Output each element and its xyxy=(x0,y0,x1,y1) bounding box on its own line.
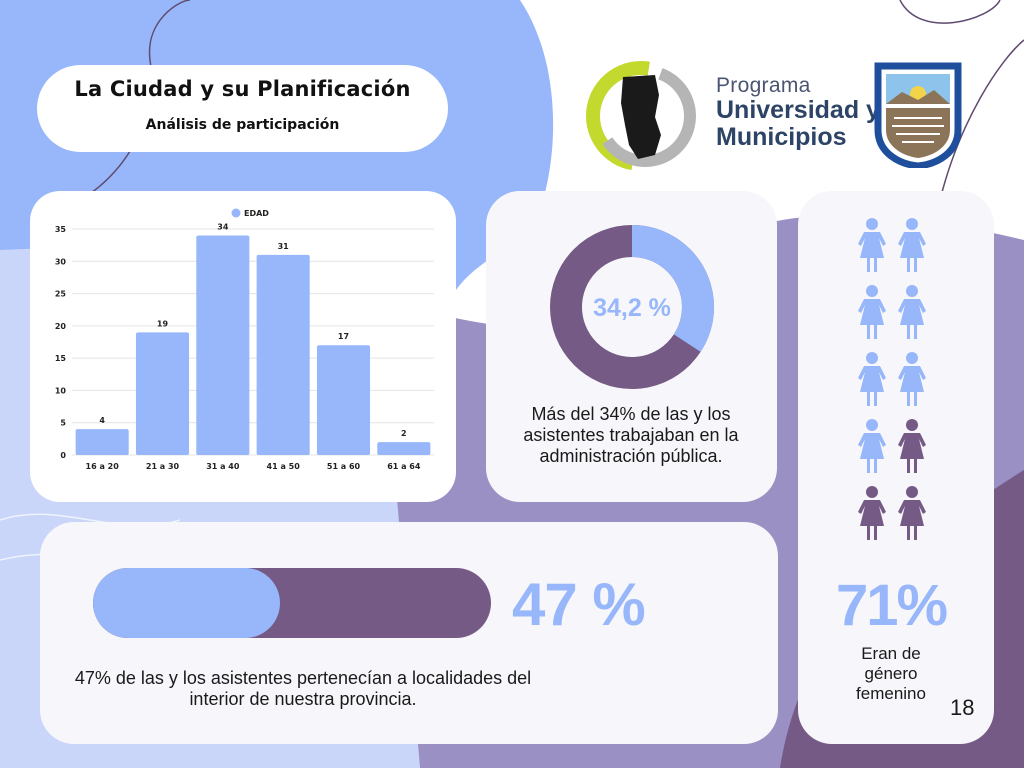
program-logo-icon xyxy=(586,61,696,171)
bar xyxy=(196,235,250,455)
chart-bars: 4 16 a 20 19 21 a 30 34 31 a 40 31 41 a 50 17 51 … xyxy=(75,222,431,471)
legend-label: EDAD xyxy=(244,209,269,218)
page-number: 18 xyxy=(950,695,975,720)
woman-icon xyxy=(898,218,926,272)
woman-icon xyxy=(898,419,926,473)
page-subtitle: Análisis de participación xyxy=(145,117,340,133)
donut-value-arc xyxy=(550,225,714,389)
bar xyxy=(256,254,310,455)
progress-percentage: 47 % xyxy=(512,571,646,638)
bar xyxy=(135,332,190,455)
progress-bar-track xyxy=(93,568,491,638)
x-tick-label: 21 a 30 xyxy=(146,462,180,471)
bar-value-label: 2 xyxy=(401,429,407,438)
y-tick-label: 15 xyxy=(55,354,67,363)
donut-value-label: 34,2 % xyxy=(593,294,671,322)
title-card: La Ciudad y su Planificación Análisis de… xyxy=(37,65,448,152)
x-tick-label: 41 a 50 xyxy=(267,462,301,471)
woman-icon xyxy=(898,285,926,339)
women-card xyxy=(798,191,994,744)
logo-line-2: Universidad y xyxy=(716,96,880,124)
woman-icon xyxy=(858,419,886,473)
donut-chart: 34,2 % xyxy=(550,225,714,389)
logo-line-3: Municipios xyxy=(716,123,847,151)
x-tick-label: 61 a 64 xyxy=(387,462,421,471)
x-tick-label: 16 a 20 xyxy=(86,462,120,471)
woman-icon xyxy=(898,486,926,540)
bar-value-label: 34 xyxy=(217,222,229,231)
woman-icon xyxy=(858,352,886,406)
bar xyxy=(377,442,431,455)
logo-line-1: Programa xyxy=(716,74,811,97)
y-tick-label: 25 xyxy=(55,290,67,299)
progress-description: 47% de las y los asistentes pertenecían … xyxy=(74,668,532,709)
bar-value-label: 31 xyxy=(278,242,290,251)
x-tick-label: 31 a 40 xyxy=(206,462,240,471)
woman-icon xyxy=(898,352,926,406)
woman-icon xyxy=(858,486,886,540)
university-shield-icon xyxy=(874,62,962,168)
x-tick-label: 51 a 60 xyxy=(327,462,361,471)
y-tick-label: 20 xyxy=(55,322,67,331)
women-description: Eran de género femenino xyxy=(856,644,926,703)
bar xyxy=(316,345,371,455)
y-tick-label: 35 xyxy=(55,225,67,234)
y-tick-label: 30 xyxy=(55,257,67,266)
page-title: La Ciudad y su Planificación xyxy=(74,77,411,101)
age-bar-chart: 0 5 10 15 20 25 30 35 4 16 a 20 19 21 a 30 34 31 a 4… xyxy=(55,208,434,471)
y-tick-label: 0 xyxy=(60,451,66,460)
donut-description: Más del 34% de las y los asistentes trab… xyxy=(523,404,739,466)
women-icons-grid xyxy=(858,218,926,540)
bar-value-label: 4 xyxy=(99,416,105,425)
y-tick-label: 10 xyxy=(55,386,67,395)
program-logo-text: Programa Universidad y Municipios xyxy=(716,75,880,150)
woman-icon xyxy=(858,285,886,339)
y-tick-label: 5 xyxy=(60,419,66,428)
woman-icon xyxy=(858,218,886,272)
bar-value-label: 17 xyxy=(338,332,349,341)
women-percentage: 71% xyxy=(836,573,948,638)
chart-grid: 0 5 10 15 20 25 30 35 xyxy=(55,225,434,460)
bar-value-label: 19 xyxy=(157,319,169,328)
bar xyxy=(75,429,129,455)
progress-bar-fill xyxy=(93,568,281,638)
legend-marker xyxy=(231,208,241,218)
